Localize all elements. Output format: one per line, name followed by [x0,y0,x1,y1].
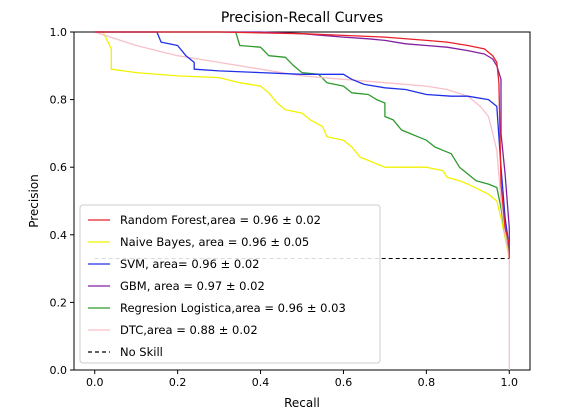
y-tick-label: 0.4 [50,229,68,242]
legend-label: Random Forest,area = 0.96 ± 0.02 [120,213,321,227]
series-line-0 [94,31,510,259]
legend-label: Regresion Logistica,area = 0.96 ± 0.03 [120,301,346,315]
series-line-1 [94,31,510,259]
y-tick-label: 0.8 [50,94,68,107]
y-tick-label: 0.6 [50,161,68,174]
plot-area [73,31,531,371]
legend: Random Forest,area = 0.96 ± 0.02 Naive Ba… [79,204,381,364]
legend-label: No Skill [120,345,163,359]
legend-box [79,204,381,364]
series-line-4 [94,31,510,252]
chart-title: Precision-Recall Curves [221,10,383,26]
series-line-3 [94,31,510,252]
x-tick-label: 0.8 [418,376,436,389]
ticks-layer: 0.0 0.2 0.4 0.6 0.8 1.0 0.0 0.2 0.4 0.6 0.8 1.0 [50,26,519,389]
series-line-5 [94,31,510,370]
curves-layer [94,31,510,370]
x-tick-label: 0.6 [335,376,353,389]
legend-label: Naive Bayes, area = 0.96 ± 0.05 [120,235,309,249]
series-line-2 [94,31,510,249]
y-tick-label: 0.2 [50,296,68,309]
x-tick-label: 0.0 [86,376,104,389]
y-tick-label: 0.0 [50,364,68,377]
x-tick-label: 0.4 [252,376,270,389]
y-axis-label: Precision [27,174,41,228]
legend-label: DTC,area = 0.88 ± 0.02 [120,323,258,337]
x-tick-label: 1.0 [501,376,519,389]
legend-label: GBM, area = 0.97 ± 0.02 [120,279,265,293]
x-tick-label: 0.2 [169,376,187,389]
x-axis-label: Recall [284,396,320,410]
legend-label: SVM, area= 0.96 ± 0.02 [120,257,260,271]
y-tick-label: 1.0 [50,26,68,39]
